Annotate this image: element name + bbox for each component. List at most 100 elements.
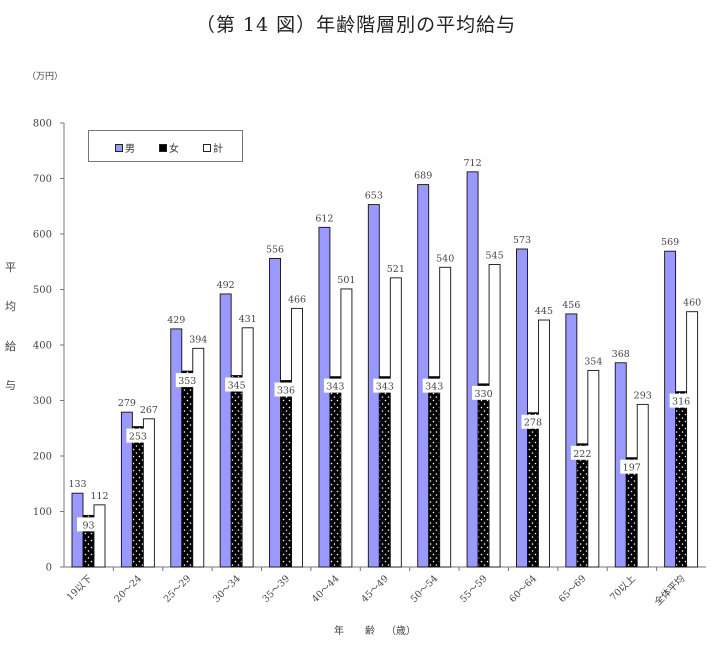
- bar-female: [378, 376, 391, 568]
- bar-female: [181, 370, 194, 568]
- y-axis-unit: （万円）: [27, 72, 64, 82]
- female-swatch-icon: [159, 143, 167, 152]
- y-axis-title-char: 給: [5, 340, 16, 353]
- value-label-male: 429: [167, 315, 185, 326]
- category-label: 全体平均: [652, 573, 687, 608]
- value-label-male: 492: [217, 280, 235, 291]
- legend-label: 男: [125, 144, 135, 155]
- value-label-female: 93: [82, 520, 94, 531]
- y-tick-label: 300: [33, 396, 52, 407]
- value-label-female: 343: [326, 382, 344, 393]
- bar-male: [516, 248, 528, 568]
- value-label-female: 278: [524, 418, 542, 429]
- value-label-total: 354: [584, 357, 602, 368]
- y-tick-label: 200: [33, 452, 52, 463]
- value-label-male: 653: [365, 191, 383, 202]
- bar-total: [439, 266, 452, 568]
- value-label-female: 343: [425, 382, 443, 393]
- legend-label: 計: [213, 144, 223, 155]
- x-axis-title-char: 齢: [365, 626, 375, 637]
- bar-male: [318, 226, 331, 568]
- value-label-female: 316: [672, 397, 690, 408]
- bars: [71, 171, 699, 568]
- value-label-female: 253: [129, 432, 147, 443]
- bar-male: [170, 328, 183, 568]
- value-label-male: 612: [315, 213, 333, 224]
- value-label-male: 368: [612, 349, 630, 360]
- bar-total: [340, 288, 353, 568]
- chart-title: （第 14 図）年齢階層別の平均給与: [195, 14, 517, 36]
- bar-total: [291, 307, 303, 568]
- value-label-male: 279: [118, 398, 136, 409]
- y-tick-label: 500: [33, 285, 52, 296]
- legend-item-female: 女: [159, 140, 179, 155]
- value-label-total: 545: [486, 251, 504, 262]
- x-axis-title-char: 年: [334, 626, 344, 637]
- value-label-total: 521: [387, 264, 405, 275]
- category-label: 70以上: [608, 573, 638, 603]
- legend-label: 女: [169, 144, 179, 155]
- value-label-total: 293: [634, 390, 652, 401]
- category-label: 40～44: [310, 573, 342, 605]
- value-label-male: 556: [266, 244, 284, 255]
- value-label-female: 197: [623, 463, 641, 474]
- value-label-female: 222: [573, 449, 591, 460]
- value-label-total: 466: [288, 294, 306, 305]
- bar-female: [675, 391, 688, 568]
- bar-male: [269, 257, 281, 568]
- category-label: 65～69: [557, 573, 589, 605]
- bar-female: [428, 376, 441, 568]
- legend-item-male: 男: [115, 140, 135, 155]
- value-label-total: 112: [90, 491, 108, 502]
- value-label-total: 445: [535, 306, 553, 317]
- value-label-total: 431: [239, 314, 257, 325]
- category-label: 35～39: [261, 573, 293, 605]
- category-labels: 19以下 20～24 25～29 30～34 35～39 40～44 45～49 50～54 5…: [65, 573, 687, 608]
- value-label-male: 712: [464, 158, 482, 169]
- y-axis-title-char: 平: [5, 261, 16, 274]
- value-label-male: 569: [661, 237, 679, 248]
- value-label-total: 394: [189, 334, 207, 345]
- y-tick-label: 700: [33, 174, 52, 185]
- bar-total: [587, 370, 600, 568]
- category-label: 55～59: [458, 573, 490, 605]
- x-axis-title-char: （歳）: [386, 626, 416, 637]
- category-label: 50～54: [409, 573, 441, 605]
- bar-male: [466, 171, 479, 568]
- y-tick-label: 800: [33, 119, 52, 130]
- bar-total: [93, 504, 106, 568]
- total-swatch-icon: [203, 143, 211, 152]
- value-label-male: 456: [562, 300, 580, 311]
- value-label-total: 267: [140, 405, 158, 416]
- y-tick-label: 0: [46, 563, 52, 574]
- y-axis-title-char: 与: [5, 379, 16, 392]
- bar-male: [565, 313, 578, 568]
- value-label-female: 345: [228, 381, 246, 392]
- category-label: 19以下: [65, 573, 95, 603]
- value-label-female: 353: [178, 376, 196, 387]
- bar-total: [538, 319, 550, 568]
- y-axis-title-char: 均: [5, 300, 16, 313]
- male-swatch-icon: [115, 143, 123, 152]
- bar-total: [241, 327, 254, 568]
- bar-male: [664, 250, 677, 568]
- legend: 男 女 計: [88, 130, 243, 162]
- category-label: 45～49: [359, 573, 391, 605]
- bar-female: [329, 376, 342, 568]
- bar-male: [219, 293, 232, 568]
- bar-female: [576, 443, 589, 568]
- value-label-female: 336: [277, 386, 295, 397]
- value-labels: 133 93 112 279 253 267 429 353 394 492 345 431 556 33…: [68, 158, 701, 532]
- y-tick-label: 600: [33, 230, 52, 241]
- y-tick-label: 100: [33, 507, 52, 518]
- bar-female: [625, 457, 638, 568]
- bar-female: [131, 426, 144, 568]
- category-label: 25～29: [162, 573, 194, 605]
- bar-total: [389, 277, 402, 568]
- value-label-male: 573: [513, 235, 531, 246]
- bar-female: [527, 412, 539, 568]
- value-label-total: 540: [436, 253, 454, 264]
- value-label-female: 330: [475, 389, 493, 400]
- y-tick-label: 400: [33, 341, 52, 352]
